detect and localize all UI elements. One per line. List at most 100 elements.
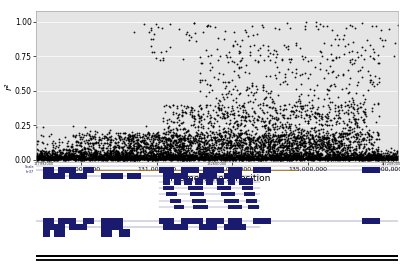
Point (293, 108, 299, 112)
Point (319, 153, 325, 157)
Point (328, 158, 334, 162)
Point (230, 158, 236, 162)
Point (162, 140, 169, 144)
Point (379, 155, 386, 160)
Point (147, 157, 153, 161)
Point (274, 157, 280, 161)
Point (70, 155, 76, 159)
Point (352, 157, 358, 161)
Point (370, 156, 376, 160)
Point (339, 152, 346, 156)
Point (161, 127, 167, 132)
Point (226, 150, 232, 154)
Point (250, 138, 256, 142)
Point (127, 141, 134, 145)
Point (130, 144, 137, 148)
Point (272, 157, 278, 161)
Point (145, 157, 152, 162)
Point (288, 157, 294, 162)
Point (63, 157, 69, 161)
Point (143, 155, 149, 160)
Point (177, 137, 183, 141)
Point (150, 50, 157, 54)
Bar (181, 218, 202, 224)
Point (369, 156, 376, 160)
Point (182, 127, 188, 131)
Point (47, 156, 53, 160)
Point (239, 157, 245, 162)
Point (190, 157, 196, 161)
Point (176, 157, 183, 161)
Point (271, 156, 277, 161)
Point (174, 157, 180, 162)
Point (299, 143, 305, 147)
Point (302, 155, 308, 160)
Point (275, 155, 281, 160)
Point (220, 137, 226, 141)
Point (183, 157, 189, 161)
Point (346, 99, 352, 103)
Point (57, 153, 64, 157)
Point (275, 132, 281, 137)
Point (310, 155, 316, 159)
Point (160, 136, 166, 140)
Point (122, 153, 129, 157)
Point (256, 145, 262, 149)
Point (329, 156, 335, 160)
Point (282, 122, 288, 126)
Point (310, 150, 317, 154)
Point (358, 149, 364, 154)
Point (316, 143, 322, 148)
Point (342, 150, 349, 154)
Point (329, 154, 336, 159)
Point (345, 157, 352, 161)
Point (267, 58, 274, 62)
Point (362, 155, 369, 160)
Point (272, 121, 278, 125)
Point (290, 150, 296, 154)
Point (204, 145, 211, 150)
Point (168, 157, 174, 162)
Point (71, 157, 77, 161)
Point (278, 157, 284, 161)
Point (385, 157, 391, 161)
Point (240, 152, 246, 157)
Point (234, 142, 241, 147)
Point (334, 146, 340, 150)
Point (326, 144, 332, 149)
Point (325, 157, 331, 162)
Point (337, 139, 344, 143)
Point (342, 126, 348, 130)
Point (93, 155, 100, 159)
Point (307, 146, 313, 151)
Point (253, 157, 260, 162)
Point (148, 152, 155, 156)
Point (326, 96, 332, 101)
Point (293, 100, 300, 104)
Point (41, 154, 48, 158)
Point (283, 147, 289, 152)
Point (222, 133, 228, 137)
Point (79, 157, 85, 161)
Point (37, 156, 43, 160)
Point (96, 137, 103, 141)
Point (226, 155, 233, 159)
Point (319, 146, 326, 151)
Point (115, 131, 121, 135)
Point (120, 156, 126, 160)
Point (369, 156, 375, 160)
Point (101, 157, 107, 161)
Point (385, 157, 391, 162)
Point (230, 156, 236, 160)
Point (271, 141, 278, 146)
Point (316, 147, 322, 151)
Point (287, 126, 293, 130)
Point (59, 150, 65, 154)
Point (238, 150, 244, 154)
Point (173, 153, 180, 157)
Point (134, 137, 140, 142)
Point (180, 156, 187, 160)
Point (201, 142, 208, 146)
Point (81, 144, 88, 149)
Point (95, 153, 102, 157)
